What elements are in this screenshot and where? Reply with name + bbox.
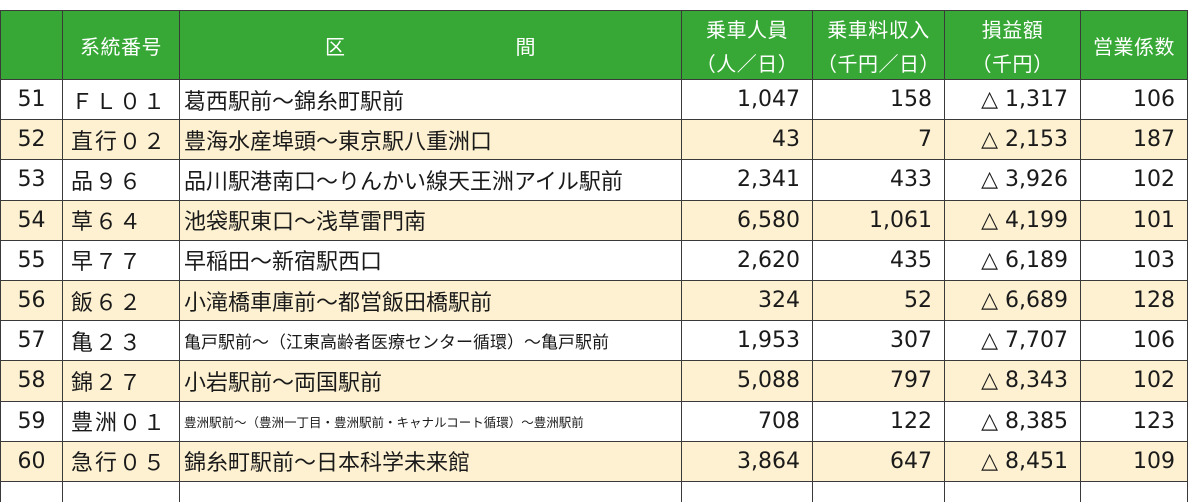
row-code: 草６４: [62, 199, 180, 241]
row-coefficient: 109: [1080, 440, 1188, 482]
row-code: 急行０５: [62, 440, 180, 482]
header-pl-unit: （千円）: [944, 46, 1081, 80]
row-no: 60: [0, 440, 63, 482]
row-section: 亀戸駅前～（江東高齢者医療センター循環）～亀戸駅前: [179, 320, 682, 362]
row-fare: 307: [812, 320, 945, 362]
row-coefficient: 123: [1080, 400, 1188, 442]
row-fare: 647: [812, 440, 945, 482]
row-coefficient: 187: [1080, 119, 1188, 161]
header-fare: 乗車料収入: [812, 10, 945, 46]
row-fare: 52: [812, 279, 945, 322]
row-riders: 2,341: [681, 159, 813, 201]
row-code: 錦２７: [62, 360, 180, 402]
row-fare: 797: [812, 360, 945, 402]
row-section: 池袋駅東口～浅草雷門南: [179, 199, 682, 241]
row-pl: △ 4,199: [944, 199, 1081, 241]
row-fare: 7: [812, 119, 945, 161]
row-fare: 435: [812, 239, 945, 281]
row-section: 小滝橋車庫前～都営飯田橋駅前: [179, 279, 682, 322]
row-pl: △ 6,689: [944, 279, 1081, 322]
table-row: 60 急行０５ 錦糸町駅前～日本科学未来館 3,864 647 △ 8,451 …: [0, 440, 1188, 482]
row-riders: 5,088: [681, 360, 813, 402]
table-body: 51 ＦＬ０１ 葛西駅前～錦糸町駅前 1,047 158 △ 1,317 106…: [0, 78, 1188, 502]
table-row: 53 品９６ 品川駅港南口～りんかい線天王洲アイル駅前 2,341 433 △ …: [0, 159, 1188, 201]
row-coefficient: 106: [1080, 320, 1188, 362]
header-section: 区 間: [179, 10, 682, 80]
row-pl: △ 2,153: [944, 119, 1081, 161]
row-no: 57: [0, 320, 63, 362]
row-coefficient: 102: [1080, 159, 1188, 201]
row-code: 亀２３: [62, 320, 180, 362]
row-pl: △ 8,343: [944, 360, 1081, 402]
row-code: 豊洲０１: [62, 400, 180, 442]
table-row: 57 亀２３ 亀戸駅前～（江東高齢者医療センター循環）～亀戸駅前 1,953 3…: [0, 320, 1188, 362]
row-riders: 1,047: [681, 78, 813, 121]
row-riders: 708: [681, 400, 813, 442]
table-row: 52 直行０２ 豊海水産埠頭～東京駅八重洲口 43 7 △ 2,153 187: [0, 119, 1188, 161]
row-section: 豊洲駅前～（豊洲一丁目・豊洲駅前・キャナルコート循環）～豊洲駅前: [179, 400, 682, 442]
row-fare: 433: [812, 159, 945, 201]
row-riders: 324: [681, 279, 813, 322]
row-riders: 6,580: [681, 199, 813, 241]
row-code: 早７７: [62, 239, 180, 281]
table-row: 59 豊洲０１ 豊洲駅前～（豊洲一丁目・豊洲駅前・キャナルコート循環）～豊洲駅前…: [0, 400, 1188, 442]
row-no: 53: [0, 159, 63, 201]
row-code: 直行０２: [62, 119, 180, 161]
row-code: 飯６２: [62, 279, 180, 322]
row-section: 品川駅港南口～りんかい線天王洲アイル駅前: [179, 159, 682, 201]
row-no: 52: [0, 119, 63, 161]
row-code: 品９６: [62, 159, 180, 201]
header-riders-unit: （人／日）: [681, 46, 813, 80]
row-no: 59: [0, 400, 63, 442]
route-profit-table: 系統番号 区 間 乗車人員 乗車料収入 損益額 営業係数 （人／日） （千円／日…: [0, 10, 1188, 502]
row-no: 54: [0, 199, 63, 241]
table-row-partial: [0, 480, 1188, 502]
row-pl: △ 3,926: [944, 159, 1081, 201]
table-row: 58 錦２７ 小岩駅前～両国駅前 5,088 797 △ 8,343 102: [0, 360, 1188, 402]
row-coefficient: 101: [1080, 199, 1188, 241]
row-pl: △ 8,451: [944, 440, 1081, 482]
header-section-left: 区: [325, 34, 346, 59]
row-section: 葛西駅前～錦糸町駅前: [179, 78, 682, 121]
row-riders: 1,953: [681, 320, 813, 362]
row-pl: △ 8,385: [944, 400, 1081, 442]
row-fare: 1,061: [812, 199, 945, 241]
header-pl: 損益額: [944, 10, 1081, 46]
header-code: 系統番号: [62, 10, 180, 80]
row-riders: 43: [681, 119, 813, 161]
header-riders: 乗車人員: [681, 10, 813, 46]
row-riders: 2,620: [681, 239, 813, 281]
header-fare-unit: （千円／日）: [812, 46, 945, 80]
row-section: 早稲田～新宿駅西口: [179, 239, 682, 281]
row-section: 錦糸町駅前～日本科学未来館: [179, 440, 682, 482]
row-coefficient: 102: [1080, 360, 1188, 402]
header-no: [0, 10, 63, 80]
row-section: 小岩駅前～両国駅前: [179, 360, 682, 402]
row-no: 56: [0, 279, 63, 322]
row-coefficient: 106: [1080, 78, 1188, 121]
row-code: ＦＬ０１: [62, 78, 180, 121]
header-section-right: 間: [515, 34, 536, 59]
row-section: 豊海水産埠頭～東京駅八重洲口: [179, 119, 682, 161]
row-no: 58: [0, 360, 63, 402]
table-row: 51 ＦＬ０１ 葛西駅前～錦糸町駅前 1,047 158 △ 1,317 106: [0, 78, 1188, 121]
row-pl: △ 7,707: [944, 320, 1081, 362]
table-row: 54 草６４ 池袋駅東口～浅草雷門南 6,580 1,061 △ 4,199 1…: [0, 199, 1188, 241]
table-row: 55 早７７ 早稲田～新宿駅西口 2,620 435 △ 6,189 103: [0, 239, 1188, 281]
row-pl: △ 1,317: [944, 78, 1081, 121]
row-pl: △ 6,189: [944, 239, 1081, 281]
header-coefficient: 営業係数: [1080, 10, 1188, 80]
row-fare: 158: [812, 78, 945, 121]
row-no: 51: [0, 78, 63, 121]
row-coefficient: 103: [1080, 239, 1188, 281]
row-no: 55: [0, 239, 63, 281]
row-riders: 3,864: [681, 440, 813, 482]
table-header: 系統番号 区 間 乗車人員 乗車料収入 損益額 営業係数 （人／日） （千円／日…: [0, 10, 1188, 80]
table-row: 56 飯６２ 小滝橋車庫前～都営飯田橋駅前 324 52 △ 6,689 128: [0, 279, 1188, 322]
row-coefficient: 128: [1080, 279, 1188, 322]
row-fare: 122: [812, 400, 945, 442]
